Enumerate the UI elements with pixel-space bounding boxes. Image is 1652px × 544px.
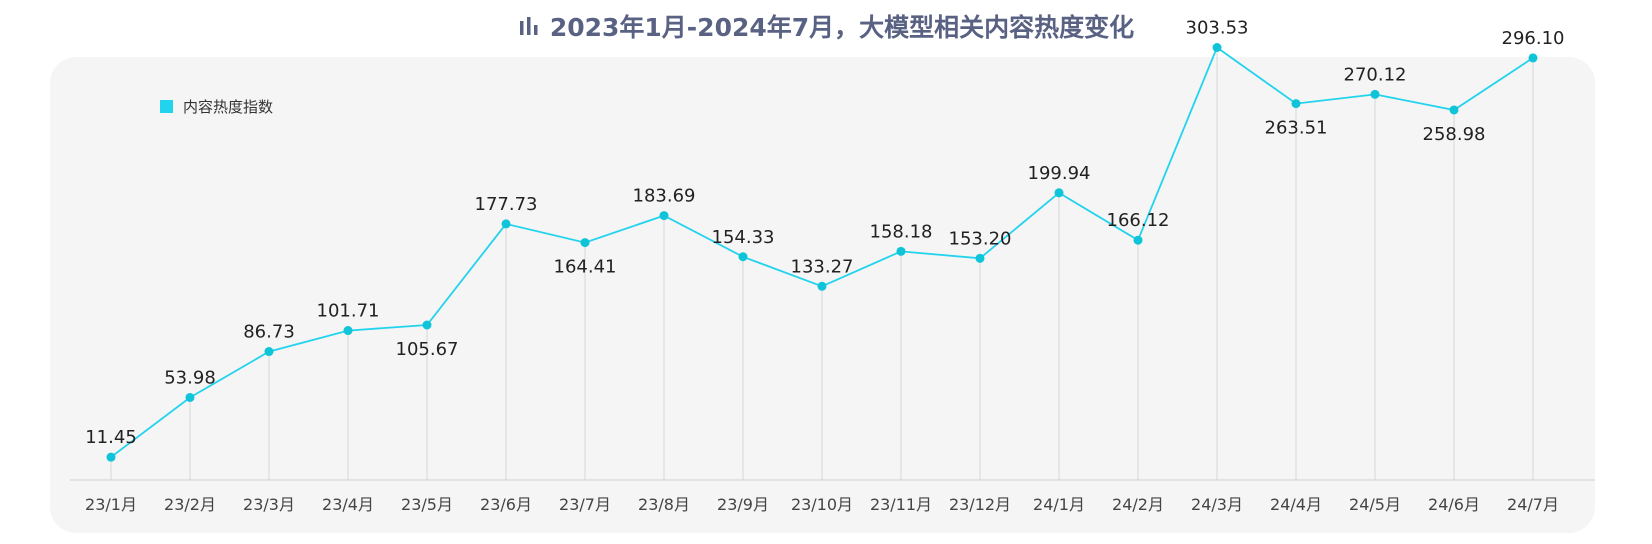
data-point[interactable] (422, 320, 432, 330)
x-tick-label: 24/3月 (1191, 495, 1243, 514)
x-tick-label: 24/7月 (1507, 495, 1559, 514)
data-label: 199.94 (1028, 163, 1091, 184)
data-point[interactable] (1370, 89, 1380, 99)
data-label: 303.53 (1186, 17, 1249, 38)
data-point[interactable] (343, 326, 353, 336)
data-points (106, 42, 1538, 462)
x-tick-label: 23/2月 (164, 495, 216, 514)
x-tick-label: 23/12月 (949, 495, 1011, 514)
data-label: 153.20 (949, 228, 1012, 249)
x-tick-label: 23/11月 (870, 495, 932, 514)
data-point[interactable] (817, 281, 827, 291)
data-label: 53.98 (164, 367, 216, 388)
chart-legend[interactable]: 内容热度指数 (160, 96, 273, 117)
data-label: 86.73 (243, 322, 295, 343)
x-tick-label: 24/2月 (1112, 495, 1164, 514)
data-point[interactable] (896, 246, 906, 256)
data-point[interactable] (106, 452, 116, 462)
x-tick-label: 24/1月 (1033, 495, 1085, 514)
x-tick-label: 23/8月 (638, 495, 690, 514)
data-label: 154.33 (712, 227, 775, 248)
bar-chart-icon (519, 17, 538, 35)
data-label: 158.18 (870, 221, 933, 242)
data-point[interactable] (1528, 53, 1538, 63)
data-point[interactable] (1449, 105, 1459, 115)
data-label: 166.12 (1107, 210, 1170, 231)
data-point[interactable] (659, 211, 669, 221)
chart-title-row: 2023年1月-2024年7月，大模型相关内容热度变化 (0, 6, 1652, 46)
x-tick-label: 24/4月 (1270, 495, 1322, 514)
x-tick-label: 23/6月 (480, 495, 532, 514)
x-tick-label: 23/9月 (717, 495, 769, 514)
data-label: 263.51 (1265, 118, 1328, 139)
data-point[interactable] (1133, 235, 1143, 245)
data-point[interactable] (1291, 99, 1301, 109)
data-label: 258.98 (1423, 124, 1486, 145)
data-label: 183.69 (633, 186, 696, 207)
legend-label: 内容热度指数 (183, 98, 274, 116)
data-point[interactable] (1212, 42, 1222, 52)
x-tick-label: 24/6月 (1428, 495, 1480, 514)
data-point[interactable] (580, 238, 590, 248)
chart-title: 2023年1月-2024年7月，大模型相关内容热度变化 (549, 13, 1135, 42)
data-label: 133.27 (791, 256, 854, 277)
x-tick-label: 23/5月 (401, 495, 453, 514)
data-label: 270.12 (1344, 64, 1407, 85)
x-tick-label: 23/4月 (322, 495, 374, 514)
x-tick-label: 23/7月 (559, 495, 611, 514)
data-point[interactable] (975, 253, 985, 263)
data-label: 101.71 (317, 301, 380, 322)
data-point[interactable] (264, 347, 274, 357)
x-tick-label: 24/5月 (1349, 495, 1401, 514)
x-tick-label: 23/1月 (85, 495, 137, 514)
legend-swatch (160, 100, 173, 113)
data-point[interactable] (1054, 188, 1064, 198)
data-label: 11.45 (85, 427, 137, 448)
data-point[interactable] (185, 392, 195, 402)
x-tick-label: 23/3月 (243, 495, 295, 514)
data-labels: 11.45 53.98 86.73 101.71 105.67 177.73 164.41 1… (85, 17, 1564, 448)
data-label: 105.67 (396, 339, 459, 360)
x-tick-labels: 23/1月 23/2月 23/3月 23/4月 23/5月 23/6月 23/7月 23/8月… (85, 495, 1559, 514)
data-point[interactable] (738, 252, 748, 262)
data-point[interactable] (501, 219, 511, 229)
x-tick-label: 23/10月 (791, 495, 853, 514)
data-label: 296.10 (1502, 28, 1565, 49)
data-label: 164.41 (554, 257, 617, 278)
data-label: 177.73 (475, 194, 538, 215)
drop-lines (110, 47, 1534, 480)
